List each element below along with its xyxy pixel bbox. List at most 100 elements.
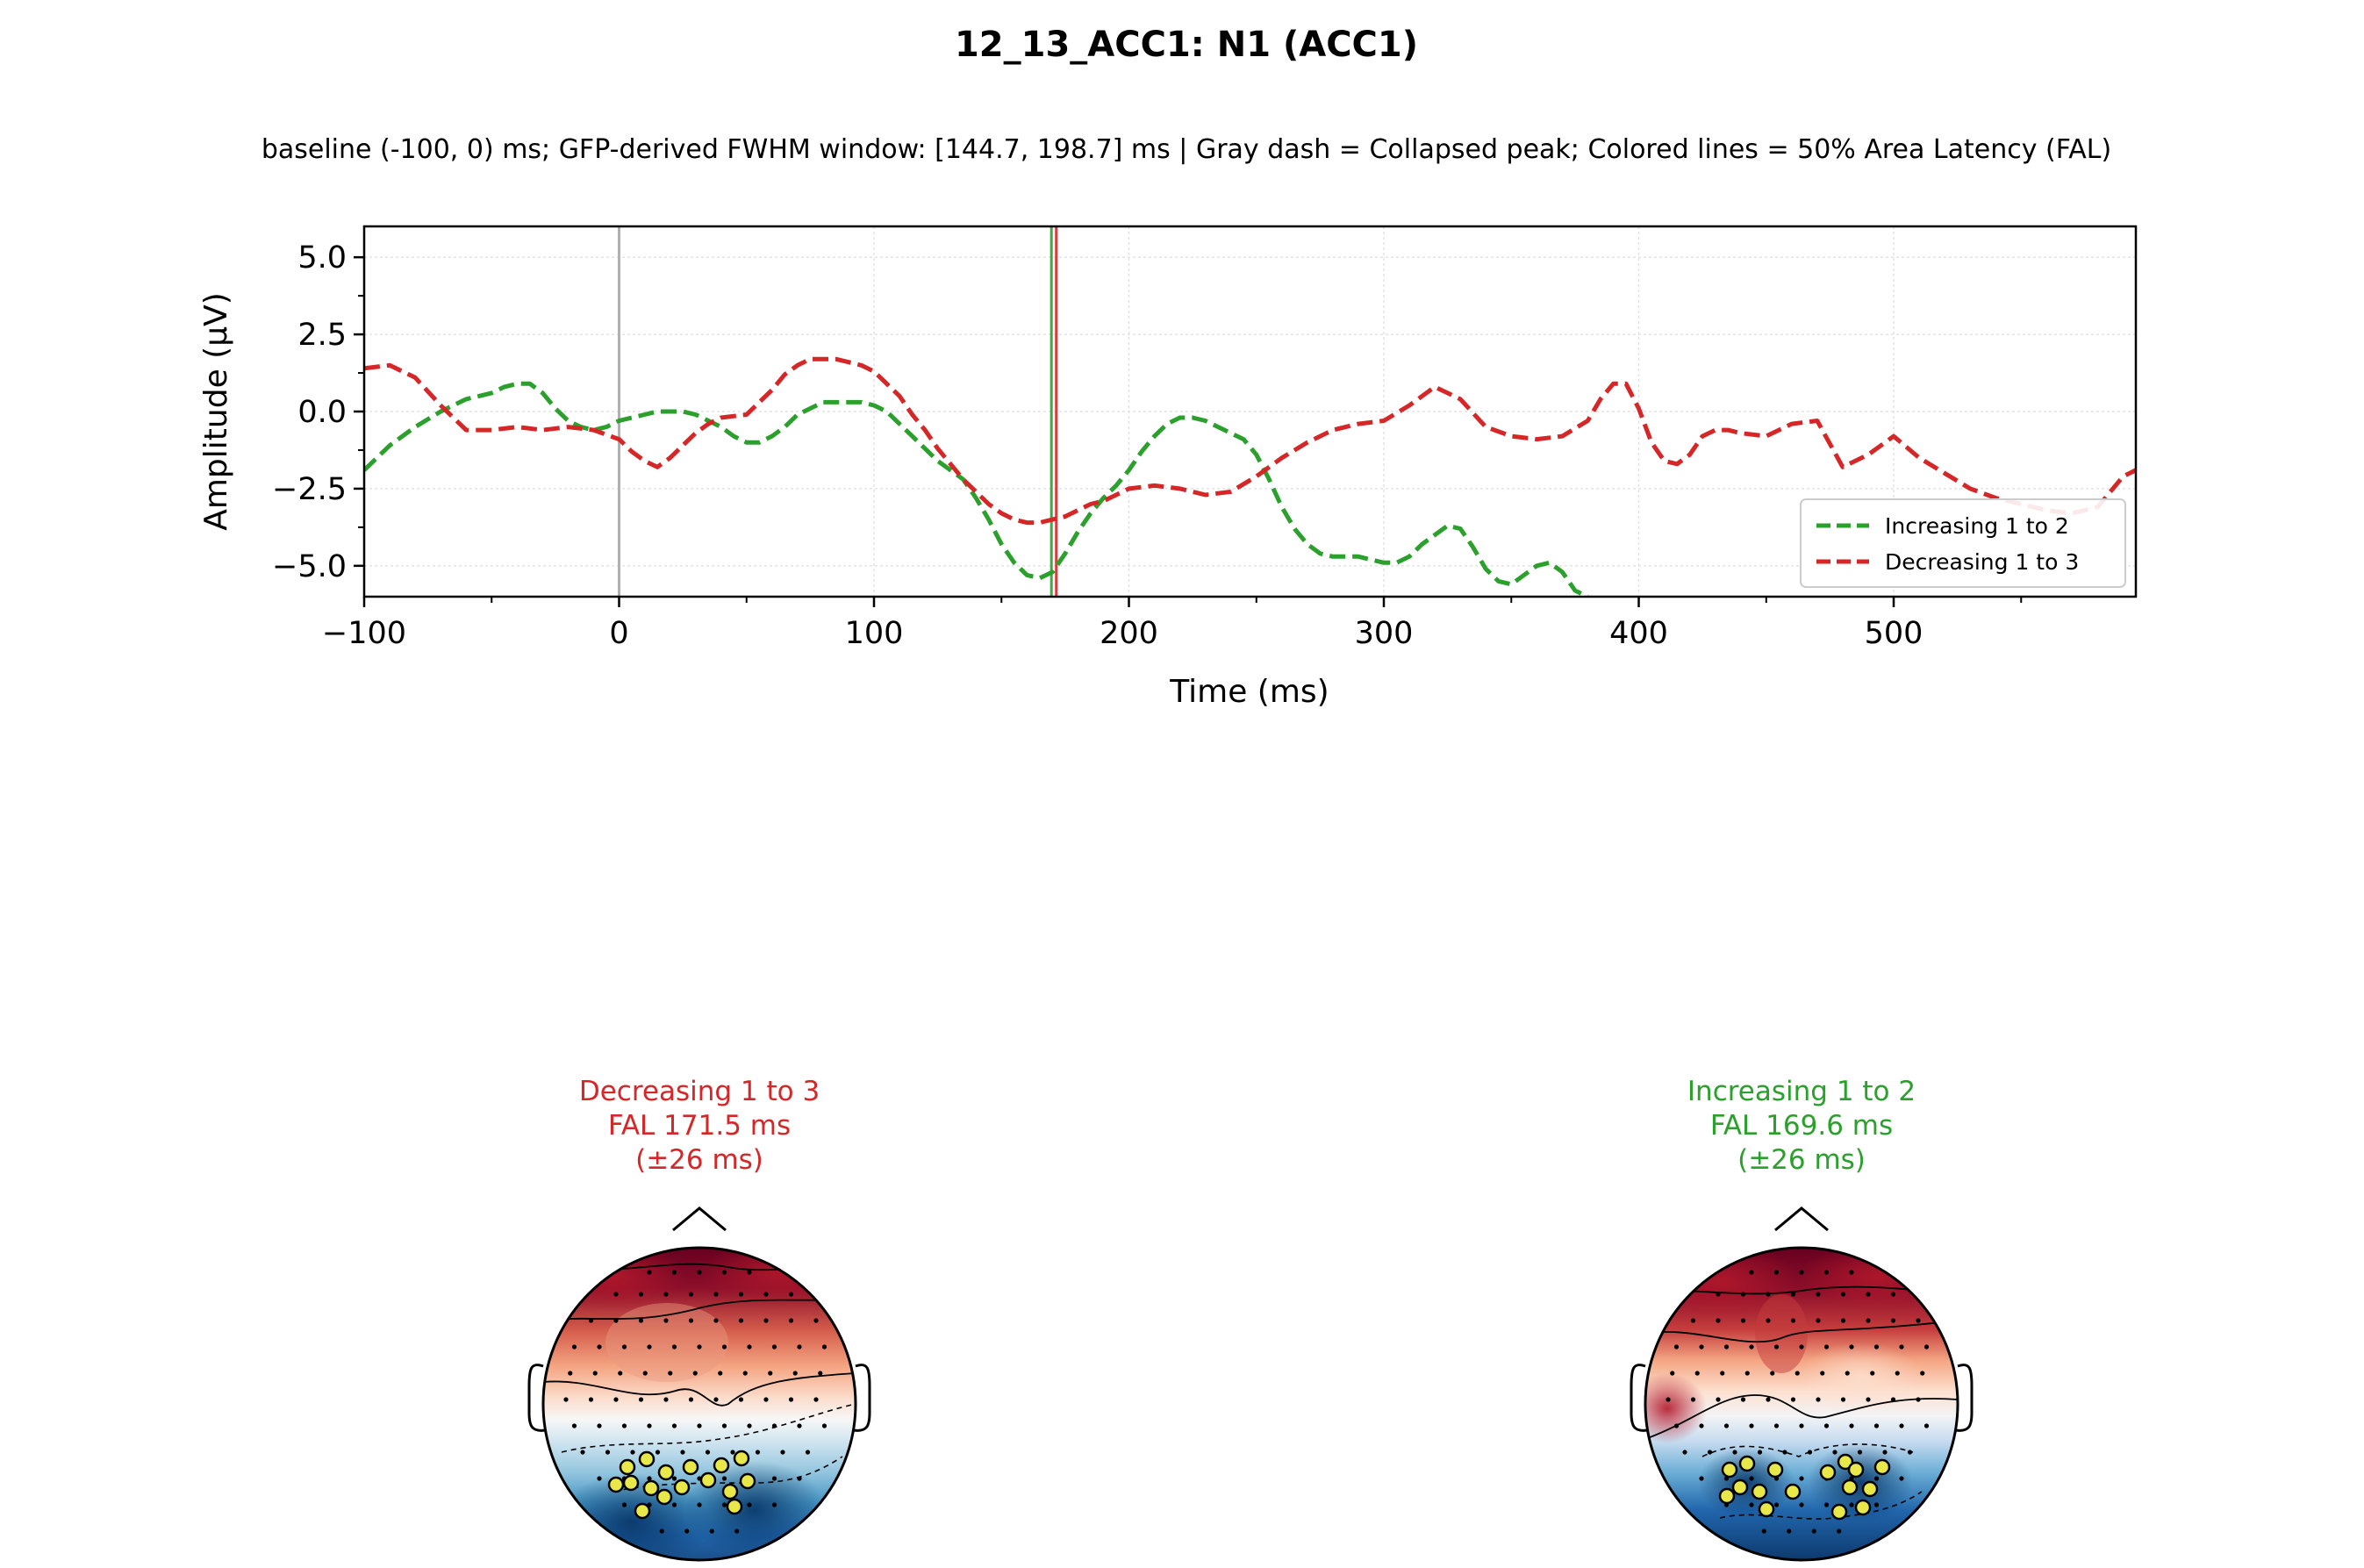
sensor-dot	[1766, 1397, 1771, 1402]
sensor-dot	[647, 1344, 652, 1350]
highlighted-sensor	[657, 1464, 675, 1481]
sensor-dot	[618, 1371, 623, 1376]
highlighted-sensor	[1718, 1487, 1736, 1505]
sensor-dot	[1749, 1344, 1754, 1350]
sensor-dot	[1899, 1344, 1904, 1350]
sensor-dot	[1899, 1476, 1904, 1481]
sensor-dot	[1757, 1450, 1763, 1455]
topomap-title-decreasing: Decreasing 1 to 3	[579, 1076, 820, 1107]
sensor-dot	[621, 1344, 627, 1350]
series-line	[364, 356, 2136, 526]
sensor-dot	[747, 1423, 752, 1428]
topomap-title-increasing: Increasing 1 to 2	[1687, 1076, 1916, 1107]
sensor-dot	[1870, 1371, 1875, 1376]
sensor-dot	[1807, 1450, 1813, 1455]
sensor-dot	[642, 1371, 648, 1376]
sensor-dot	[697, 1502, 702, 1507]
highlighted-sensor	[1721, 1461, 1738, 1479]
sensor-dot	[713, 1397, 719, 1402]
sensor-dot	[697, 1423, 702, 1428]
sensor-dot	[721, 1270, 727, 1275]
sensor-dot	[1694, 1371, 1700, 1376]
highlighted-sensor	[1758, 1500, 1775, 1518]
sensor-dot	[768, 1371, 773, 1376]
sensor-dot	[1749, 1502, 1754, 1507]
x-tick-label: 500	[1865, 616, 1923, 651]
highlighted-sensor	[1731, 1479, 1749, 1496]
sensor-dot	[1782, 1450, 1787, 1455]
head-outline-decreasing	[541, 1246, 857, 1562]
sensor-dot	[1790, 1318, 1796, 1323]
sensor-dot	[1790, 1292, 1796, 1297]
sensor-dot	[1923, 1423, 1930, 1428]
sensor-dot	[1761, 1529, 1766, 1534]
sensor-dot	[1682, 1450, 1687, 1455]
sensor-dot	[697, 1344, 702, 1350]
sensor-dot	[747, 1270, 752, 1275]
sensor-dot	[1699, 1476, 1704, 1481]
topomap-field-decreasing	[543, 1248, 856, 1560]
right-ear-icon	[1955, 1364, 1974, 1432]
sensor-dot	[1773, 1423, 1780, 1428]
sensor-dot	[755, 1450, 761, 1455]
highlighted-sensor	[1841, 1479, 1859, 1496]
sensor-dot	[721, 1476, 727, 1481]
topomap-fal-increasing: FAL 169.6 ms	[1710, 1110, 1893, 1142]
sensor-dot	[1920, 1371, 1925, 1376]
highlighted-sensor	[1830, 1503, 1848, 1521]
sensor-dot	[1699, 1423, 1704, 1428]
sensor-dot	[1820, 1371, 1825, 1376]
sensor-dot	[718, 1371, 723, 1376]
sensor-dot	[1716, 1292, 1721, 1297]
sensor-dot	[721, 1423, 727, 1428]
nose-icon	[1774, 1206, 1829, 1232]
sensor-dot	[1749, 1423, 1754, 1428]
sensor-dot	[797, 1423, 802, 1428]
sensor-dot	[1923, 1344, 1930, 1350]
highlighted-sensor	[1837, 1453, 1854, 1471]
sensor-dot	[613, 1397, 619, 1402]
sensor-dot	[1787, 1529, 1792, 1534]
fal-latency-lines	[1049, 226, 1058, 597]
sensor-dot	[1849, 1502, 1854, 1507]
highlighted-sensor	[634, 1502, 651, 1520]
sensor-dot	[705, 1450, 711, 1455]
sensor-dot	[1723, 1344, 1730, 1350]
sensor-dot	[597, 1423, 602, 1428]
sensor-dot	[1666, 1397, 1671, 1402]
x-tick-label: 0	[609, 616, 628, 651]
highlighted-sensor	[739, 1472, 756, 1490]
highlighted-sensor	[638, 1450, 655, 1468]
legend: Increasing 1 to 2 Decreasing 1 to 3	[1800, 498, 2126, 588]
sensor-dot	[663, 1318, 669, 1323]
sensor-dot	[1840, 1318, 1846, 1323]
sensor-dot	[1916, 1397, 1921, 1402]
sensor-dot	[1907, 1450, 1913, 1455]
sensor-dot	[1895, 1371, 1900, 1376]
sensor-dot	[671, 1344, 677, 1350]
sensor-dot	[1740, 1292, 1746, 1297]
sensor-dot	[1707, 1450, 1713, 1455]
x-axis-ticks: −100 0 100 200 300 400 500	[322, 597, 2023, 651]
sensor-dot	[1823, 1502, 1830, 1507]
sensor-dot	[738, 1397, 744, 1402]
sensor-dot	[1799, 1423, 1804, 1428]
sensor-dot	[1823, 1423, 1830, 1428]
sensor-dot	[1873, 1502, 1880, 1507]
sensor-dot	[713, 1292, 719, 1297]
topomap-fal-decreasing: FAL 171.5 ms	[608, 1110, 791, 1142]
highlighted-sensor	[1738, 1455, 1756, 1472]
sensor-dot	[613, 1318, 619, 1323]
sensor-dot	[563, 1397, 569, 1402]
nose-icon	[672, 1206, 727, 1232]
sensor-dot	[1837, 1529, 1842, 1534]
sensor-dot	[671, 1270, 677, 1275]
sensor-dot	[688, 1397, 694, 1402]
sensor-dot	[688, 1318, 694, 1323]
sensor-dot	[1866, 1292, 1871, 1297]
highlighted-sensor	[1861, 1480, 1879, 1498]
topomap-window-increasing: (±26 ms)	[1737, 1144, 1866, 1176]
sensor-dots-increasing	[1666, 1270, 1930, 1534]
highlighted-sensor	[673, 1479, 691, 1496]
sensor-dot	[1740, 1397, 1746, 1402]
